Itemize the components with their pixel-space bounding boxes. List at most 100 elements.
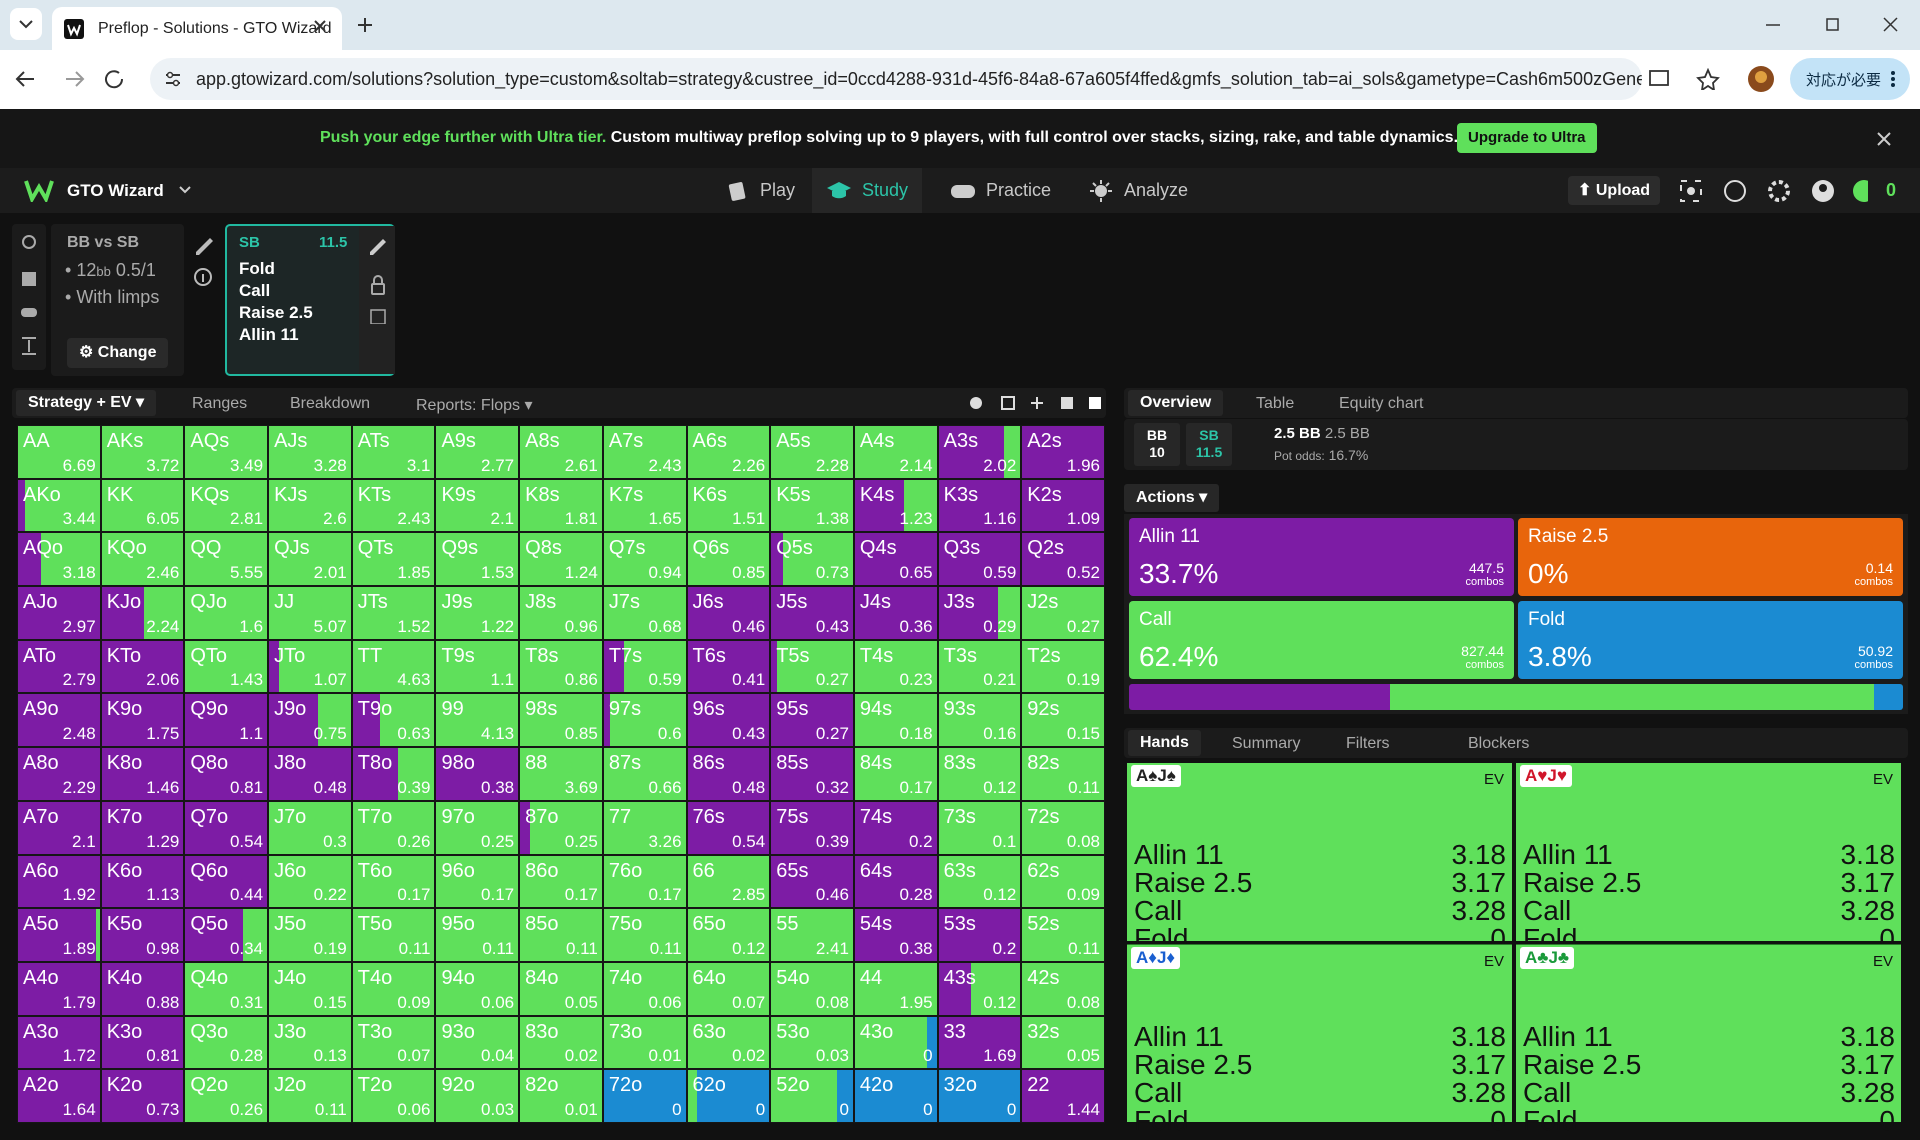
hand-cell[interactable]: 72o 0 <box>602 1069 687 1123</box>
hand-cell[interactable]: KTs 2.43 <box>351 478 436 533</box>
close-banner[interactable] <box>1876 131 1892 147</box>
view-icons[interactable] <box>967 394 1102 412</box>
hand-cell[interactable]: A2s 1.96 <box>1021 425 1105 479</box>
brand[interactable]: GTO Wizard <box>67 181 164 200</box>
hand-cell[interactable]: JTo 1.07 <box>268 639 352 694</box>
hand-cell[interactable]: 76o 0.17 <box>602 854 687 909</box>
hand-cell[interactable]: 86o 0.17 <box>519 854 603 909</box>
spot-icons[interactable] <box>192 232 216 288</box>
hand-cell[interactable]: AJo 2.97 <box>17 586 101 640</box>
hand-cell[interactable]: Q6o 0.44 <box>184 854 269 909</box>
hand-cell[interactable]: J7s 0.68 <box>602 586 687 640</box>
hand-cell[interactable]: 63s 0.12 <box>937 854 1022 909</box>
hand-cell[interactable]: 53s 0.2 <box>937 908 1022 962</box>
tab-menu[interactable] <box>10 8 42 40</box>
hand-cell[interactable]: J5o 0.19 <box>268 908 352 962</box>
hand-cell[interactable]: J9s 1.22 <box>435 586 520 640</box>
hand-cell[interactable]: QQ 5.55 <box>184 532 269 587</box>
hand-cell[interactable]: 96o 0.17 <box>435 854 520 909</box>
hand-cell[interactable]: KJs 2.6 <box>268 478 352 533</box>
action-tile[interactable]: Raise 2.5 0% 0.14 combos <box>1518 518 1903 596</box>
hand-cell[interactable]: K6o 1.13 <box>100 854 185 909</box>
hand-cell[interactable]: Q4s 0.65 <box>853 532 938 587</box>
hand-cell[interactable]: QJo 1.6 <box>184 586 269 640</box>
hand-cell[interactable]: K7s 1.65 <box>602 478 687 533</box>
toolbar-tab[interactable]: Reports: Flops ▾ <box>416 397 533 414</box>
hand-cell[interactable]: A2o 1.64 <box>17 1069 101 1123</box>
close-tab[interactable] <box>312 18 328 34</box>
toolbar-tab-active[interactable]: Strategy + EV ▾ <box>16 390 157 416</box>
hand-cell[interactable]: Q5o 0.34 <box>184 908 269 962</box>
node-icons[interactable] <box>367 234 389 324</box>
hand-cell[interactable]: J7o 0.3 <box>268 800 352 855</box>
hand-cell[interactable]: J8o 0.48 <box>268 747 352 801</box>
hand-cell[interactable]: 98s 0.85 <box>519 693 603 748</box>
node-card[interactable]: SB 11.5 Fold Call Raise 2.5 Allin 11 <box>225 224 395 376</box>
toolbar-tab[interactable]: Ranges <box>192 395 248 412</box>
profile-button[interactable]: 対応が必要 <box>1790 58 1910 100</box>
hand-cell[interactable]: AKo 3.44 <box>17 478 101 533</box>
hand-cell[interactable]: 22 1.44 <box>1021 1069 1105 1123</box>
hand-cell[interactable]: A6s 2.26 <box>686 425 771 479</box>
hand-cell[interactable]: Q6s 0.85 <box>686 532 771 587</box>
hand-cell[interactable]: K2o 0.73 <box>100 1069 185 1123</box>
hand-cell[interactable]: 84s 0.17 <box>853 747 938 801</box>
hand-cell[interactable]: 93o 0.04 <box>435 1015 520 1070</box>
hand-cell[interactable]: K4o 0.88 <box>100 961 185 1016</box>
hand-cell[interactable]: T8o 0.39 <box>351 747 436 801</box>
hand-cell[interactable]: K5s 1.38 <box>770 478 854 533</box>
site-info[interactable] <box>164 71 182 87</box>
hand-cell[interactable]: K9o 1.75 <box>100 693 185 748</box>
hand-cell[interactable]: 76s 0.54 <box>686 800 771 855</box>
upload-button[interactable]: ⬆ Upload <box>1568 176 1661 205</box>
hand-cell[interactable]: K9s 2.1 <box>435 478 520 533</box>
hand-cell[interactable]: J9o 0.75 <box>268 693 352 748</box>
hand-cell[interactable]: 93s 0.16 <box>937 693 1022 748</box>
hand-cell[interactable]: 88 3.69 <box>519 747 603 801</box>
hand-cell[interactable]: K2s 1.09 <box>1021 478 1105 533</box>
hand-card[interactable]: A♠J♠ EV Allin 11 3.18 Raise 2.5 3.17 Call 3.28 F… <box>1127 763 1512 953</box>
hand-cell[interactable]: A8o 2.29 <box>17 747 101 801</box>
hand-cell[interactable]: 96s 0.43 <box>686 693 771 748</box>
hand-cell[interactable]: J3s 0.29 <box>937 586 1022 640</box>
hand-cell[interactable]: J4s 0.36 <box>853 586 938 640</box>
hand-cell[interactable]: 72s 0.08 <box>1021 800 1105 855</box>
hand-cell[interactable]: T4s 0.23 <box>853 639 938 694</box>
hand-cell[interactable]: ATs 3.1 <box>351 425 436 479</box>
hand-cell[interactable]: AQs 3.49 <box>184 425 269 479</box>
hand-cell[interactable]: A7s 2.43 <box>602 425 687 479</box>
hand-cell[interactable]: Q3s 0.59 <box>937 532 1022 587</box>
hand-cell[interactable]: J5s 0.43 <box>770 586 854 640</box>
hand-cell[interactable]: KTo 2.06 <box>100 639 185 694</box>
hand-cell[interactable]: 62s 0.09 <box>1021 854 1105 909</box>
nav-study[interactable]: Study <box>812 168 923 213</box>
hand-cell[interactable]: AQo 3.18 <box>17 532 101 587</box>
hand-cell[interactable]: Q5s 0.73 <box>770 532 854 587</box>
brand-menu[interactable] <box>178 185 192 195</box>
hand-cell[interactable]: TT 4.63 <box>351 639 436 694</box>
hand-cell[interactable]: 83s 0.12 <box>937 747 1022 801</box>
avatar[interactable] <box>1748 66 1774 92</box>
hand-cell[interactable]: 95o 0.11 <box>435 908 520 962</box>
hand-cell[interactable]: ATo 2.79 <box>17 639 101 694</box>
hand-cell[interactable]: T7o 0.26 <box>351 800 436 855</box>
hand-cell[interactable]: 32s 0.05 <box>1021 1015 1105 1070</box>
hand-cell[interactable]: K7o 1.29 <box>100 800 185 855</box>
hand-cell[interactable]: K5o 0.98 <box>100 908 185 962</box>
hand-cell[interactable]: 44 1.95 <box>853 961 938 1016</box>
hand-cell[interactable]: AJs 3.28 <box>268 425 352 479</box>
hand-cell[interactable]: J4o 0.15 <box>268 961 352 1016</box>
hand-cell[interactable]: A4s 2.14 <box>853 425 938 479</box>
hand-cell[interactable]: K3s 1.16 <box>937 478 1022 533</box>
hand-cell[interactable]: 42s 0.08 <box>1021 961 1105 1016</box>
hand-cell[interactable]: 77 3.26 <box>602 800 687 855</box>
hand-cell[interactable]: J6o 0.22 <box>268 854 352 909</box>
hand-cell[interactable]: 99 4.13 <box>435 693 520 748</box>
hand-cell[interactable]: QJs 2.01 <box>268 532 352 587</box>
action-tile[interactable]: Call 62.4% 827.44 combos <box>1129 601 1514 679</box>
hand-card[interactable]: A♣J♣ EV Allin 11 3.18 Raise 2.5 3.17 Call 3.28 F… <box>1516 944 1901 1135</box>
hand-cell[interactable]: A5o 1.89 <box>17 908 101 962</box>
hand-cell[interactable]: 86s 0.48 <box>686 747 771 801</box>
overview-tab[interactable]: Table <box>1256 395 1295 412</box>
hand-cell[interactable]: 65o 0.12 <box>686 908 771 962</box>
